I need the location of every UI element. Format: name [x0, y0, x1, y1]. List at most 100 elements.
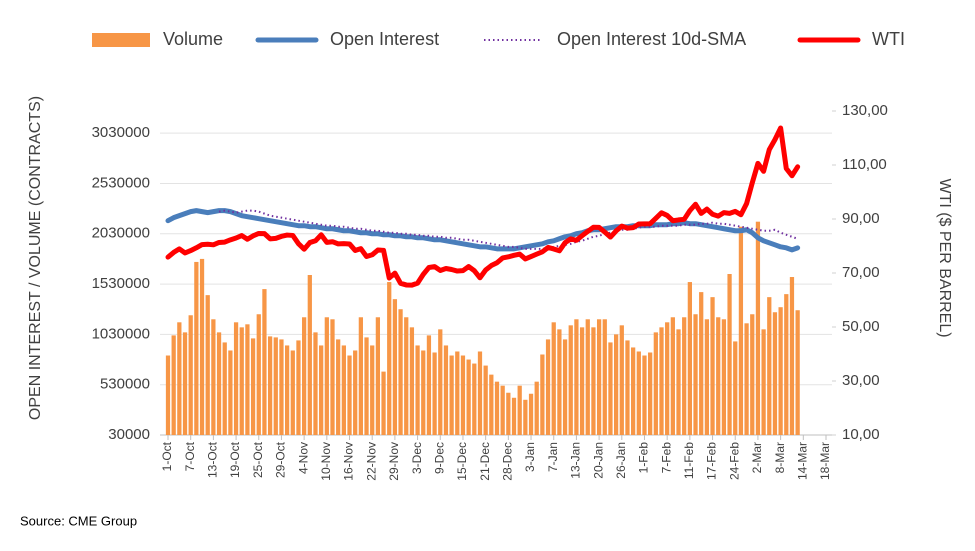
volume-bar: [381, 371, 386, 435]
volume-bar: [336, 339, 341, 435]
volume-bar: [699, 292, 704, 435]
volume-bar: [716, 317, 721, 435]
volume-bar: [256, 314, 261, 435]
volume-bar: [387, 282, 392, 435]
volume-bar: [194, 261, 199, 435]
legend-label: WTI: [872, 29, 905, 49]
volume-bar: [602, 319, 607, 435]
volume-bar: [767, 297, 772, 435]
x-tick-label: 7-Feb: [659, 442, 673, 474]
legend-swatch: [92, 33, 150, 47]
y2-tick-label: 130,00: [842, 102, 888, 119]
y2-tick-label: 30,00: [842, 372, 880, 389]
volume-bar: [625, 340, 630, 435]
x-tick-label: 4-Nov: [296, 442, 310, 474]
volume-bar: [778, 307, 783, 435]
volume-bar: [636, 351, 641, 435]
volume-bar: [653, 332, 658, 435]
volume-bar: [727, 274, 732, 435]
volume-bar: [557, 329, 562, 435]
volume-bar: [415, 345, 420, 435]
volume-bar: [789, 277, 795, 435]
x-tick-label: 26-Jan: [614, 442, 628, 479]
volume-bar: [596, 319, 602, 435]
volume-bar: [568, 325, 573, 435]
volume-bar: [733, 341, 738, 435]
x-tick-label: 3-Jan: [523, 442, 537, 472]
volume-bar: [665, 322, 670, 435]
volume-bar: [296, 340, 301, 435]
volume-bar: [477, 351, 483, 435]
volume-bar: [710, 297, 715, 435]
volume-bar: [239, 327, 244, 435]
x-tick-label: 13-Jan: [569, 442, 583, 479]
x-tick-label: 7-Jan: [546, 442, 560, 472]
series-line: [218, 209, 798, 250]
volume-bar: [721, 319, 727, 435]
volume-bar: [205, 295, 210, 435]
y-tick-label: 1030000: [92, 325, 150, 342]
volume-bar: [404, 317, 409, 435]
volume-bar: [290, 350, 295, 435]
x-tick-label: 3-Dec: [410, 442, 424, 474]
volume-bar: [222, 342, 227, 435]
volume-bar: [676, 329, 681, 435]
x-tick-label: 7-Oct: [183, 441, 197, 471]
volume-bar: [319, 345, 324, 435]
volume-bar: [199, 258, 205, 435]
volume-bar: [591, 327, 596, 435]
volume-bar: [370, 345, 375, 435]
volume-bar: [177, 322, 182, 435]
volume-bar: [449, 355, 454, 435]
series-line: [165, 208, 801, 253]
volume-bar: [744, 323, 749, 435]
volume-bar: [608, 342, 613, 435]
volume-bar: [500, 385, 505, 435]
volume-bar: [330, 319, 335, 435]
volume-bar: [460, 355, 466, 435]
y-tick-label: 530000: [100, 376, 150, 393]
volume-bar: [324, 317, 329, 435]
volume-bar: [432, 352, 437, 435]
volume-bar: [670, 317, 675, 435]
volume-bar: [489, 374, 494, 435]
y2-tick-label: 10,00: [842, 426, 880, 443]
y2-tick-label: 50,00: [842, 318, 880, 335]
volume-bar: [631, 347, 636, 435]
y-tick-label: 30000: [108, 426, 150, 443]
source-note: Source: CME Group: [20, 513, 137, 528]
x-tick-label: 21-Dec: [478, 442, 492, 481]
x-tick-label: 20-Jan: [591, 442, 605, 479]
volume-bar: [398, 309, 403, 435]
volume-bar: [506, 392, 511, 435]
volume-bar: [250, 338, 256, 435]
volume-bar: [165, 355, 171, 435]
volume-bar: [528, 393, 534, 435]
volume-bar: [188, 315, 193, 435]
wti-line: [165, 125, 801, 288]
x-tick-label: 8-Mar: [773, 442, 787, 473]
volume-bar: [262, 289, 267, 435]
volume-bar: [267, 336, 273, 435]
y2-tick-label: 110,00: [842, 156, 887, 173]
volume-bar: [738, 226, 744, 435]
volume-bar: [426, 335, 432, 435]
x-tick-label: 29-Oct: [274, 441, 288, 478]
volume-bar: [704, 319, 710, 435]
volume-bar: [216, 332, 222, 435]
volume-bar: [784, 294, 789, 435]
y-tick-label: 2530000: [92, 174, 150, 191]
volume-bar: [307, 275, 312, 435]
volume-bar: [613, 334, 619, 435]
x-tick-label: 17-Feb: [705, 442, 719, 480]
volume-bar: [171, 335, 176, 435]
volume-bar: [211, 319, 216, 435]
y-axis-title: OPEN INTEREST / VOLUME (CONTRACTS): [27, 96, 44, 420]
volume-bar: [483, 365, 488, 435]
y2-axis-title: WTI ($ PER BARREL): [936, 178, 953, 337]
x-tick-label: 13-Oct: [206, 441, 220, 478]
volume-bar: [358, 317, 363, 435]
y-tick-label: 3030000: [92, 124, 150, 141]
volume-bar: [182, 332, 188, 435]
